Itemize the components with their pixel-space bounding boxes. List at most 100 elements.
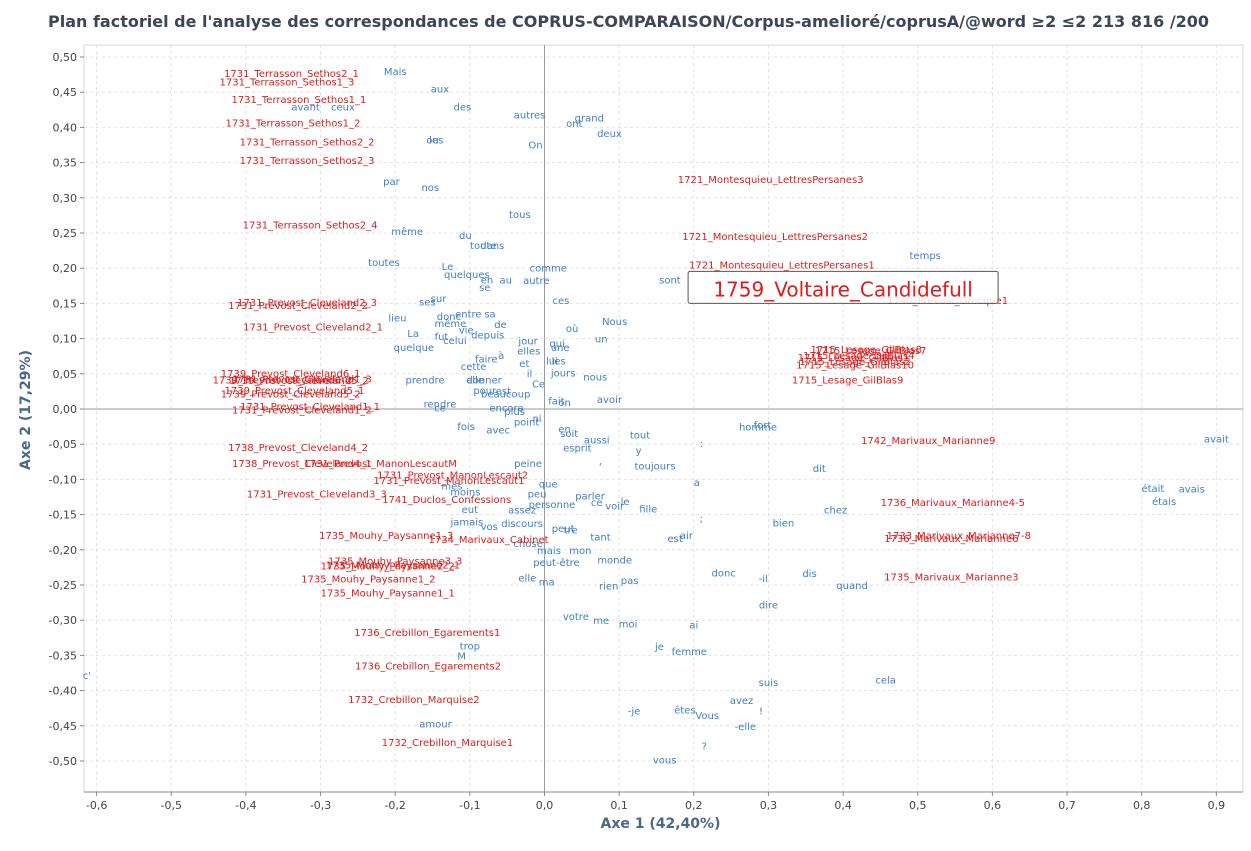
document-label: 1735_Mouhy_Paysanne2_2 bbox=[321, 561, 455, 572]
y-tick-label: -0,05 bbox=[49, 438, 77, 451]
y-tick-label: -0,50 bbox=[49, 755, 77, 768]
word-label: votre bbox=[563, 612, 589, 623]
y-tick-label: 0,50 bbox=[53, 51, 78, 64]
word-label: tous bbox=[509, 210, 531, 221]
word-label: tre bbox=[564, 525, 578, 536]
x-tick-label: 0,8 bbox=[1133, 799, 1151, 812]
word-label: au bbox=[499, 275, 511, 286]
x-tick-label: 0,3 bbox=[760, 799, 778, 812]
word-label: cela bbox=[875, 675, 896, 686]
word-label: il bbox=[527, 369, 533, 380]
word-label: moins bbox=[450, 487, 480, 498]
word-label: ? bbox=[702, 742, 707, 753]
word-label: -il bbox=[759, 574, 768, 585]
word-label: se bbox=[479, 283, 490, 294]
word-label: peut-être bbox=[533, 557, 579, 569]
word-label: toutes bbox=[368, 258, 400, 269]
document-label: 1731_Prevost_ManonLescaut1 bbox=[373, 476, 524, 487]
y-tick-label: -0,15 bbox=[49, 509, 77, 522]
word-label: toujours bbox=[635, 461, 676, 472]
word-label: dire bbox=[759, 601, 778, 612]
document-label: 1735_Mouhy_Paysanne1_3 bbox=[319, 531, 453, 542]
word-label: eut bbox=[462, 505, 478, 516]
word-label: moi bbox=[619, 620, 638, 631]
y-tick-label: 0,35 bbox=[53, 157, 78, 170]
word-label: donc bbox=[437, 312, 461, 323]
highlight-box: 1759_Voltaire_Candidefull bbox=[687, 270, 999, 304]
word-label: tant bbox=[590, 532, 610, 543]
word-label: vie bbox=[459, 325, 474, 336]
document-label: 1736_Marivaux_Marianne6 bbox=[884, 534, 1018, 545]
word-label: du bbox=[459, 231, 472, 242]
word-label: à bbox=[498, 350, 504, 362]
word-label: Mais bbox=[384, 67, 407, 78]
word-label: prendre bbox=[405, 375, 444, 386]
x-tick-label: -0,1 bbox=[459, 799, 480, 812]
word-label: une bbox=[551, 343, 570, 354]
word-label: par bbox=[383, 177, 400, 188]
word-label: ai bbox=[689, 620, 698, 631]
word-label: en bbox=[558, 425, 571, 436]
document-label: 1731_Prevost_ManonLescautM bbox=[304, 459, 457, 470]
word-label: lui bbox=[546, 356, 558, 367]
document-label: 1715_Lesage_GilBlas2 bbox=[799, 357, 910, 368]
x-tick-label: 0,6 bbox=[984, 799, 1002, 812]
word-label: tout bbox=[630, 430, 650, 441]
document-label: 1739_Prevost_Cleveland5_1 bbox=[225, 386, 365, 397]
document-label: 1715_Lesage_GilBlas1 bbox=[798, 353, 909, 364]
word-label: êtes bbox=[674, 705, 695, 717]
word-label: jours bbox=[550, 368, 576, 379]
word-label: -elle bbox=[735, 722, 756, 733]
word-label: ce bbox=[591, 498, 603, 509]
document-label: 1733_Marivaux_Marianne7-8 bbox=[887, 531, 1031, 542]
word-label: peine bbox=[514, 459, 542, 470]
word-label: -je bbox=[628, 706, 641, 717]
y-tick-label: -0,30 bbox=[49, 614, 77, 627]
word-label: discours bbox=[501, 519, 543, 530]
document-label: 1735_Mouhy_Paysanne2_1 bbox=[326, 561, 460, 572]
word-label: aux bbox=[431, 85, 449, 96]
word-label: est bbox=[667, 534, 682, 545]
document-label: 1715_Lesage_GilBlas7 bbox=[815, 346, 926, 357]
document-label: 1731_Prevost_Cleveland2_2 bbox=[228, 301, 368, 312]
word-label: toute bbox=[470, 241, 496, 252]
word-label: jamais bbox=[449, 518, 483, 529]
word-label: c' bbox=[83, 671, 91, 682]
word-label: homme bbox=[739, 423, 777, 434]
document-label: 1731_Prevost_ManonLescaut2 bbox=[377, 470, 528, 481]
document-label: 1735_Mouhy_Paysanne1_1 bbox=[321, 589, 455, 600]
word-label: autres bbox=[514, 111, 546, 122]
document-label: 1742_Marivaux_Marianne9 bbox=[861, 436, 995, 447]
word-label: avant bbox=[291, 102, 320, 113]
document-label: 1736_Crebillon_Egarements1 bbox=[354, 628, 500, 639]
word-label: même bbox=[435, 318, 467, 330]
y-tick-label: -0,40 bbox=[49, 685, 77, 698]
word-label: trop bbox=[460, 642, 480, 653]
document-label: 1731_Terrasson_Sethos1_2 bbox=[225, 118, 360, 129]
word-label: elle bbox=[466, 375, 484, 386]
word-label: quelques bbox=[444, 270, 490, 281]
document-label: 1736_Marivaux_Marianne4-5 bbox=[881, 498, 1025, 509]
word-label: rendre bbox=[424, 399, 457, 410]
x-axis-label: Axe 1 (42,40%) bbox=[600, 816, 721, 832]
word-label: celui bbox=[443, 336, 467, 347]
x-tick-label: -0,6 bbox=[86, 799, 107, 812]
word-label: fort bbox=[754, 420, 772, 431]
document-label: 1731_Terrasson_Sethos1_1 bbox=[231, 95, 366, 106]
word-label: entre bbox=[455, 309, 481, 320]
word-label: donner bbox=[466, 375, 502, 386]
word-label: deux bbox=[597, 129, 622, 140]
word-label: y bbox=[636, 446, 642, 457]
document-label: 1734_Marivaux_Cabinet bbox=[428, 535, 548, 546]
y-tick-label: 0,40 bbox=[53, 121, 78, 134]
document-label: 1731_Prevost_Cleveland2_1 bbox=[243, 323, 383, 334]
y-tick-label: 0,45 bbox=[53, 86, 78, 99]
word-label: dis bbox=[802, 569, 816, 580]
word-label: quand bbox=[836, 581, 868, 592]
word-label: ce bbox=[434, 404, 446, 415]
y-tick-label: 0,00 bbox=[53, 403, 78, 416]
document-label: 1738_Prevost_Cleveland4_1 bbox=[232, 459, 372, 470]
document-label: 1735_Mouhy_Paysanne1_2 bbox=[301, 575, 435, 586]
word-label: ; bbox=[700, 514, 703, 525]
